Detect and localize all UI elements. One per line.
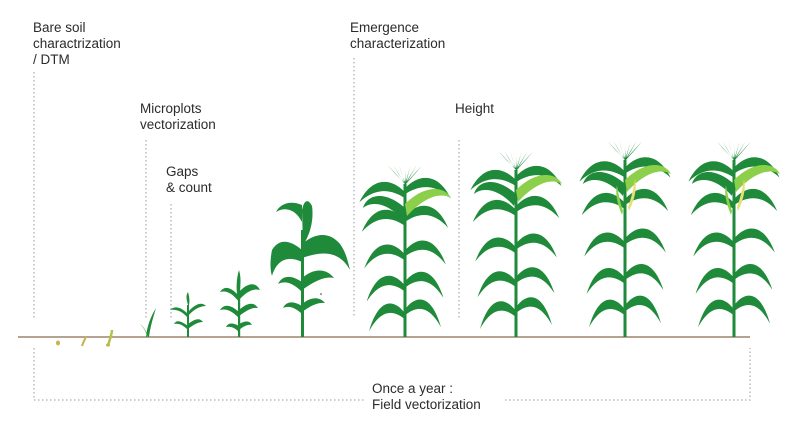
label-gaps: Gaps & count [166,164,212,196]
label-gaps-line1: Gaps [166,164,199,179]
label-gaps-line2: & count [166,180,212,195]
label-microplots-line1: Microplots [140,101,202,116]
label-bare-soil-line1: Bare soil [33,20,86,35]
label-field-vectorization: Once a year : Field vectorization [372,381,481,413]
label-microplots-line2: vectorization [140,117,216,132]
label-height: Height [455,101,494,117]
label-field-vectorization-line2: Field vectorization [372,397,481,412]
seed-2 [81,335,87,347]
field-vectorization-bracket [33,348,751,401]
label-height-line1: Height [455,101,495,116]
seed-stage [56,329,114,347]
plant-sprout [140,308,156,337]
label-emergence-line2: characterization [350,36,446,51]
label-bare-soil-line3: / DTM [33,52,70,67]
plant-young [270,201,350,337]
seed-1 [56,340,60,346]
plant-seedling-small [170,292,206,337]
label-microplots: Microplots vectorization [140,101,216,133]
plant-tall-4 [688,140,780,337]
label-bare-soil-line2: charactrization [33,36,121,51]
label-bare-soil: Bare soil charactrization / DTM [33,20,121,68]
leader-lines [33,58,460,318]
label-emergence: Emergence characterization [350,20,445,52]
plant-tall-1 [359,164,451,337]
plant-tall-3 [579,140,671,337]
plant-tall-2 [470,150,562,337]
label-emergence-line1: Emergence [350,20,420,35]
label-field-vectorization-line1: Once a year : [372,381,454,396]
plant-seedling-medium [220,270,260,337]
